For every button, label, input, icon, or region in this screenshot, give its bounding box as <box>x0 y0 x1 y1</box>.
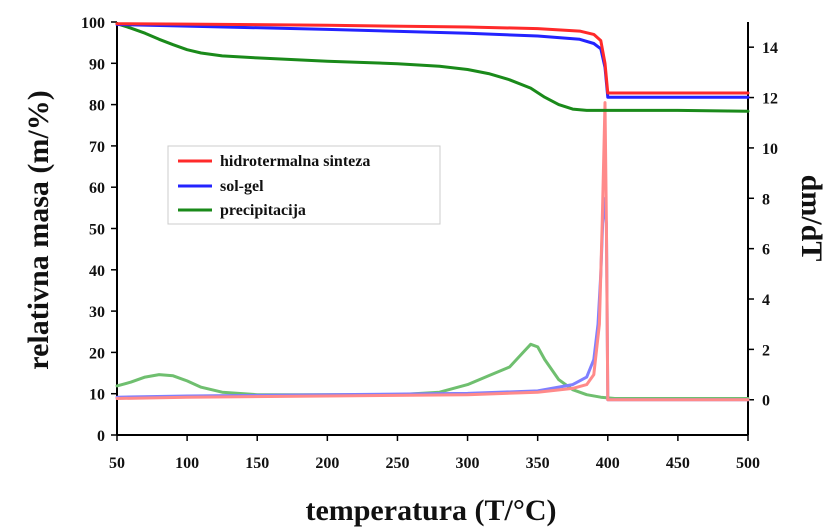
x-tick-label: 100 <box>175 455 199 472</box>
series-line-0 <box>115 22 750 95</box>
y2-tick-label: 14 <box>762 40 778 57</box>
y-tick-label: 20 <box>89 345 105 362</box>
y-tick-label: 10 <box>89 387 105 404</box>
x-tick-label: 500 <box>736 455 760 472</box>
series-line-3 <box>115 101 750 402</box>
y-tick-label: 90 <box>89 56 105 73</box>
y-tick-label: 50 <box>89 222 105 239</box>
x-tick-label: 150 <box>245 455 269 472</box>
y-tick-label: 40 <box>89 263 105 280</box>
y-tick-label: 100 <box>81 15 105 32</box>
x-tick-label: 200 <box>315 455 339 472</box>
legend-label-precipitacija: precipitacija <box>220 202 306 219</box>
y-tick-label: 30 <box>89 304 105 321</box>
legend-box <box>167 145 441 225</box>
x-tick-label: 50 <box>109 455 125 472</box>
x-tick-label: 450 <box>666 455 690 472</box>
x-tick-label: 400 <box>596 455 620 472</box>
y2-tick-label: 4 <box>762 292 770 309</box>
y2-tick-label: 0 <box>762 393 770 410</box>
y-axis-title: relativna masa (m/%) <box>22 90 55 369</box>
x-tick-label: 300 <box>456 455 480 472</box>
series-line-4 <box>115 196 750 402</box>
axes-layer: 50 100 150 200 250 300 350 400 450 50001020304050… <box>81 15 778 472</box>
y-tick-label: 70 <box>89 139 105 156</box>
y-tick-label: 80 <box>89 98 105 115</box>
legend-label-sol-gel: sol-gel <box>220 178 264 195</box>
y2-tick-label: 2 <box>762 342 770 359</box>
y2-tick-label: 8 <box>762 191 770 208</box>
series-line-5 <box>115 342 750 400</box>
legend: hidrotermalna sinteza sol-gel precipitac… <box>167 145 441 225</box>
x-axis-title: temperatura (T/°C) <box>305 494 556 527</box>
series-line-2 <box>115 22 750 113</box>
y2-tick-label: 10 <box>762 141 778 158</box>
y2-axis-title: dm/dT <box>795 175 828 262</box>
x-tick-label: 350 <box>526 455 550 472</box>
y-tick-label: 60 <box>89 180 105 197</box>
y-tick-label: 0 <box>97 428 105 445</box>
y2-tick-label: 12 <box>762 91 778 108</box>
series-layer <box>115 22 750 402</box>
series-line-1 <box>115 23 750 99</box>
legend-label-hidrotermalna-sinteza: hidrotermalna sinteza <box>220 153 370 170</box>
x-tick-label: 250 <box>385 455 409 472</box>
y2-tick-label: 6 <box>762 242 770 259</box>
